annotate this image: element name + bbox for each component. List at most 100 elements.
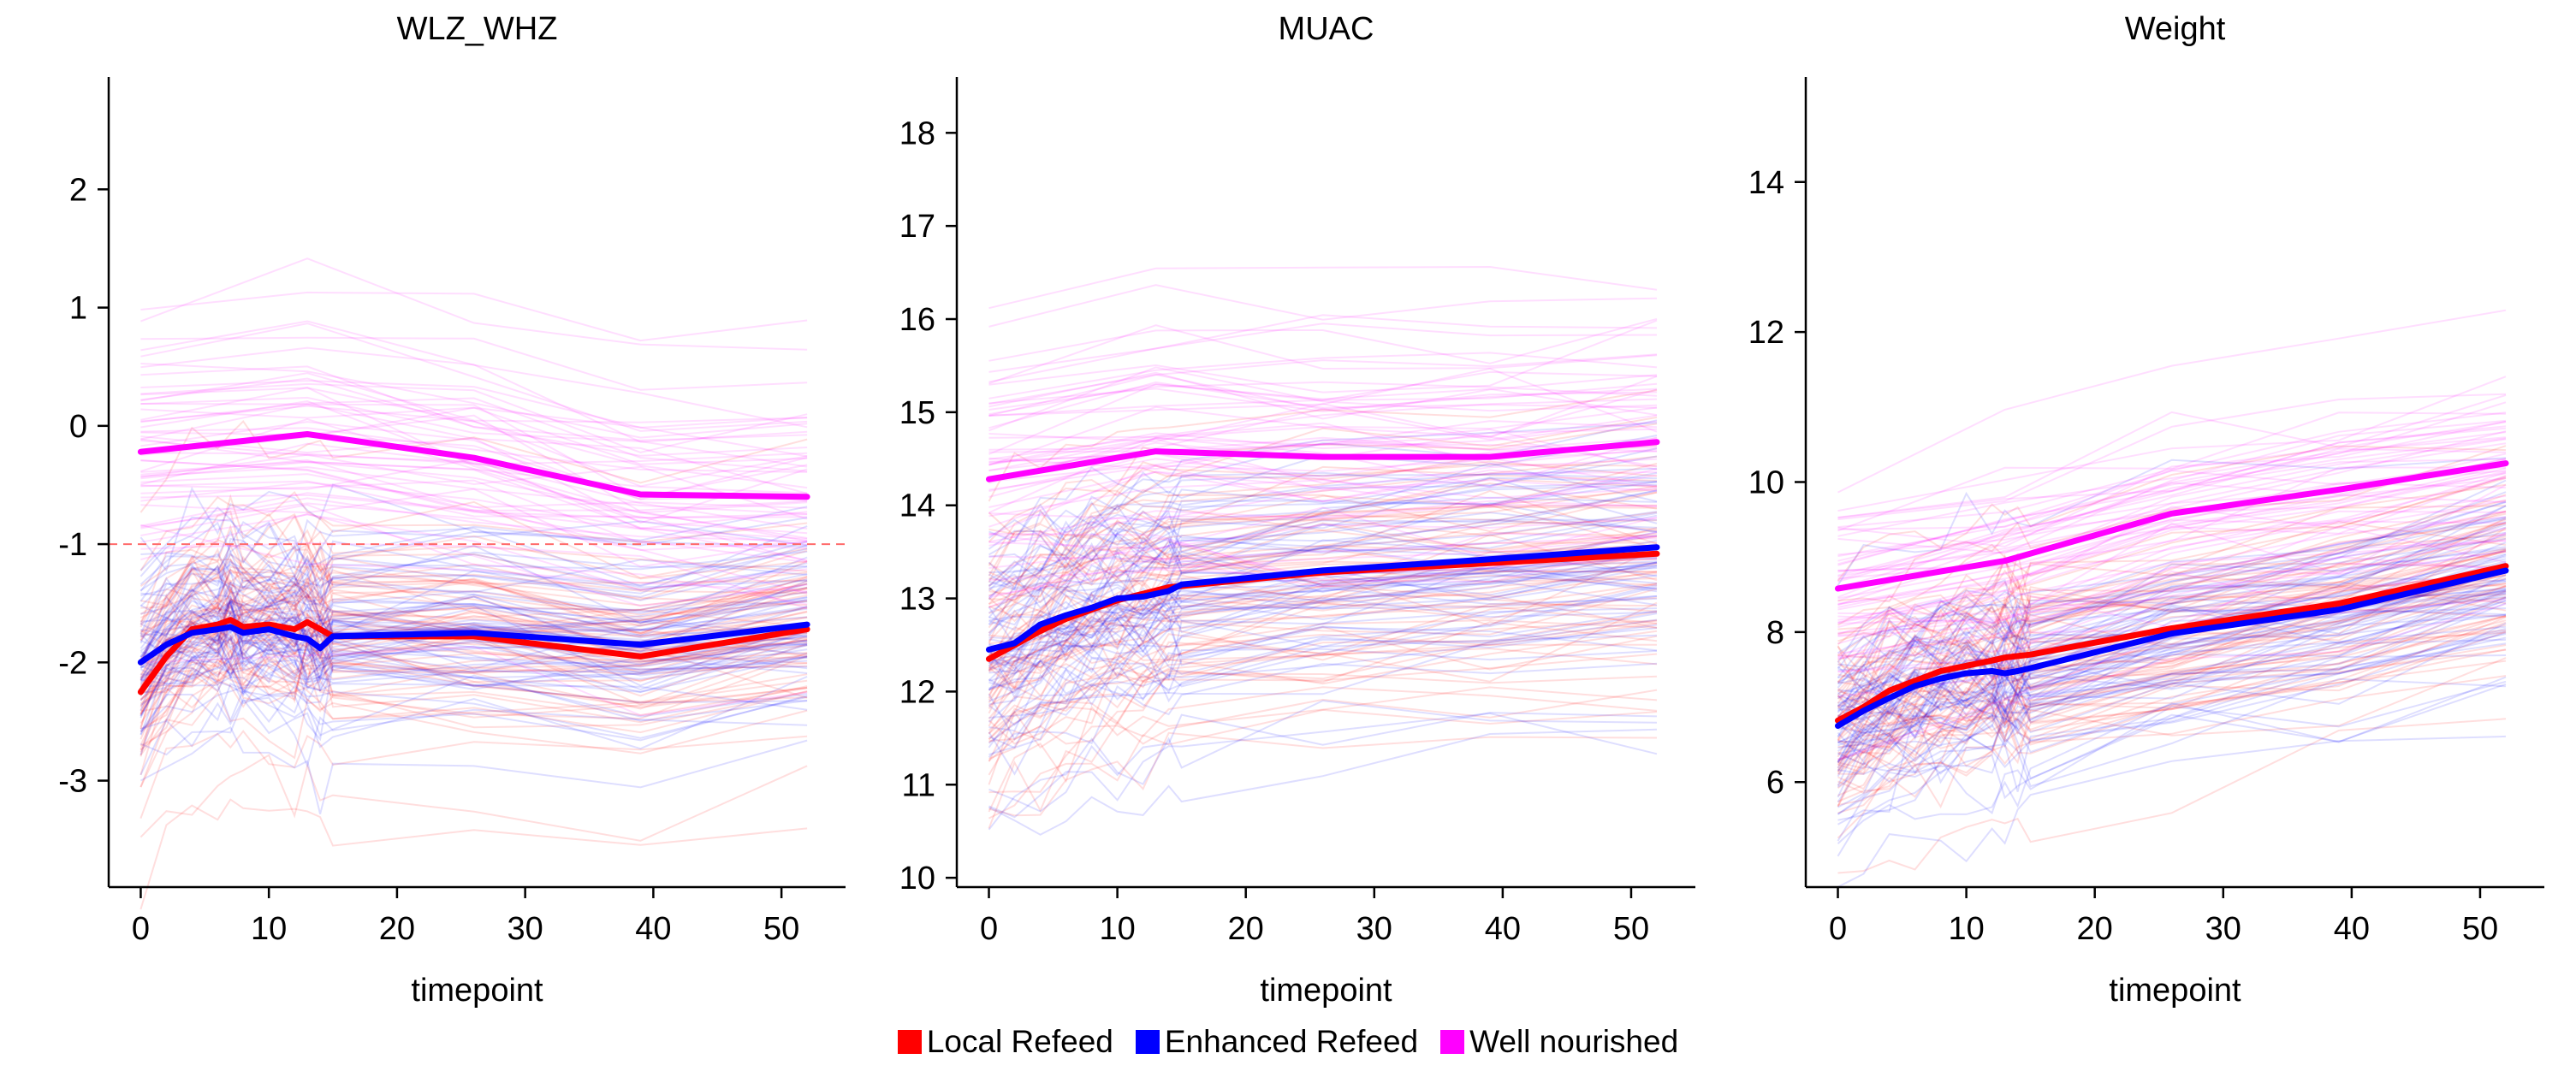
individual-trajectory-line <box>1837 445 2507 603</box>
individual-trajectory-line <box>1837 527 2507 673</box>
individual-trajectory-line <box>988 479 1658 521</box>
individual-trajectory-line <box>988 352 1658 399</box>
individual-trajectory-line <box>1837 476 2507 645</box>
individual-trajectory-line <box>139 591 808 664</box>
individual-trajectory-line <box>988 491 1658 608</box>
individual-trajectory-line <box>1837 648 2507 803</box>
individual-trajectory-line <box>1837 505 2507 710</box>
individual-trajectory-line <box>139 561 808 660</box>
individual-trajectory-line <box>1837 613 2507 766</box>
individual-trajectory-line <box>1837 589 2507 749</box>
individual-trajectory-line <box>140 435 808 524</box>
individual-trajectory-line <box>1837 603 2507 761</box>
x-tick-label: 0 <box>1829 911 1847 947</box>
individual-trajectory-line <box>988 420 1658 465</box>
individual-trajectory-line <box>139 483 808 572</box>
individual-trajectory-line <box>988 672 1658 785</box>
individual-trajectory-line <box>988 381 1658 411</box>
individual-trajectory-line <box>988 535 1658 560</box>
individual-trajectory-line <box>1837 533 2507 634</box>
individual-trajectory-line <box>140 363 808 439</box>
individual-trajectory-line <box>988 563 1658 702</box>
individual-trajectory-line <box>988 541 1658 642</box>
individual-trajectory-line <box>1837 562 2507 698</box>
individual-trajectory-line <box>139 648 808 746</box>
individual-trajectory-line <box>988 367 1658 433</box>
individual-trajectory-line <box>139 583 808 697</box>
individual-trajectory-line <box>1837 596 2507 737</box>
individual-trajectory-line <box>1837 523 2507 709</box>
individual-trajectory-line <box>988 542 1658 663</box>
individual-trajectory-line <box>140 346 808 443</box>
individual-trajectory-line <box>988 621 1658 762</box>
individual-trajectory-line <box>140 459 808 519</box>
individual-trajectory-line <box>988 465 1658 585</box>
individual-trajectory-line <box>988 612 1658 732</box>
y-tick-label: 1 <box>69 291 87 327</box>
individual-trajectory-line <box>1837 546 2507 672</box>
individual-trajectory-line <box>139 666 808 756</box>
series-line-enhanced-refeed <box>1835 567 2509 729</box>
individual-trajectory-line <box>1837 590 2507 758</box>
individual-trajectory-line <box>1837 654 2507 803</box>
individual-trajectory-line <box>1837 524 2507 691</box>
individual-trajectory-line <box>988 319 1658 394</box>
individual-trajectory-line <box>988 489 1658 634</box>
individual-trajectory-line <box>988 504 1658 614</box>
individual-trajectory-line <box>139 581 808 659</box>
individual-trajectory-line <box>139 525 808 595</box>
panel-title: Weight <box>2125 11 2226 47</box>
individual-trajectory-line <box>988 530 1658 639</box>
individual-trajectory-line <box>1837 494 2507 606</box>
individual-trajectory-line <box>988 423 1658 537</box>
individual-trajectory-line <box>988 503 1658 543</box>
individual-trajectory-line <box>1837 631 2507 808</box>
individual-trajectory-line <box>988 317 1658 364</box>
individual-trajectory-line <box>140 522 808 597</box>
individual-trajectory-line <box>988 467 1658 550</box>
individual-trajectory-line <box>988 561 1658 674</box>
individual-trajectory-line <box>1837 630 2507 790</box>
individual-trajectory-line <box>140 387 808 489</box>
legend-label: Well nourished <box>1469 1024 1679 1059</box>
individual-trajectory-line <box>1837 577 2507 744</box>
individual-trajectory-line <box>140 365 808 441</box>
individual-trajectory-line <box>140 565 808 625</box>
individual-trajectory-line <box>988 366 1658 432</box>
individual-trajectory-line <box>988 689 1658 829</box>
x-tick-label: 50 <box>2462 911 2498 947</box>
individual-trajectory-line <box>140 494 808 564</box>
individual-trajectory-line <box>1837 501 2507 685</box>
individual-trajectory-line <box>988 544 1658 626</box>
individual-trajectory-line <box>988 419 1658 539</box>
individual-trajectory-line <box>139 529 808 628</box>
individual-trajectory-line <box>988 610 1658 719</box>
individual-trajectory-line <box>988 563 1658 690</box>
individual-trajectory-line <box>140 510 808 607</box>
individual-trajectory-line <box>1837 582 2507 737</box>
individual-trajectory-line <box>139 676 808 755</box>
individual-trajectory-line <box>140 564 808 638</box>
x-tick-label: 30 <box>1356 911 1392 947</box>
individual-trajectory-line <box>988 565 1658 653</box>
individual-trajectory-line <box>1837 633 2507 808</box>
individual-trajectory-line <box>988 712 1658 819</box>
x-tick-label: 50 <box>1613 911 1649 947</box>
individual-trajectory-line <box>988 586 1658 695</box>
individual-trajectory-line <box>1837 510 2507 675</box>
individual-trajectory-line <box>139 568 808 648</box>
x-tick-label: 10 <box>1948 911 1984 947</box>
individual-trajectory-line <box>988 626 1658 741</box>
individual-trajectory-line <box>1837 540 2507 645</box>
y-tick-label: 13 <box>899 582 935 618</box>
individual-trajectory-line <box>988 518 1658 622</box>
individual-trajectory-line <box>988 539 1658 673</box>
individual-trajectory-line <box>1837 718 2507 874</box>
individual-trajectory-line <box>988 405 1658 468</box>
individual-trajectory-line <box>988 531 1658 601</box>
individual-trajectory-line <box>988 489 1658 598</box>
individual-trajectory-line <box>988 534 1658 714</box>
individual-trajectory-line <box>139 540 808 619</box>
individual-trajectory-line <box>140 492 808 561</box>
individual-trajectory-line <box>1837 420 2507 547</box>
